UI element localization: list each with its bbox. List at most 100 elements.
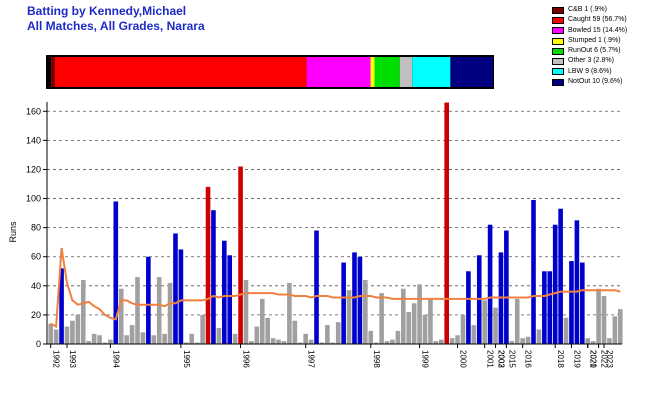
- legend-swatch: [552, 58, 564, 66]
- innings-bar: [184, 342, 189, 344]
- innings-bar: [607, 338, 612, 344]
- dismissal-segment: [450, 57, 493, 87]
- innings-bar: [205, 186, 211, 344]
- innings-bar: [417, 284, 422, 344]
- innings-bar: [596, 288, 601, 344]
- y-tick-label: 20: [31, 310, 41, 320]
- innings-bar: [102, 342, 108, 344]
- innings-bar: [221, 240, 227, 344]
- y-tick-label: 100: [26, 194, 41, 204]
- legend-label: LBW 9 (8.6%): [568, 67, 612, 75]
- innings-bar: [151, 335, 157, 344]
- dismissal-segment: [54, 57, 307, 87]
- innings-bar: [438, 339, 444, 344]
- innings-bar: [357, 256, 363, 344]
- x-tick-label: 2000: [459, 350, 468, 368]
- x-tick-label: 2022: [600, 350, 609, 368]
- legend-label: Caught 59 (56.7%): [568, 16, 627, 24]
- dismissal-summary-bar: [46, 55, 494, 89]
- innings-bar: [590, 341, 596, 344]
- y-tick-label: 160: [26, 106, 41, 116]
- innings-bar: [401, 288, 406, 344]
- legend-label: C&B 1 (.9%): [568, 6, 607, 13]
- legend-item: Caught 59 (56.7%): [552, 15, 627, 25]
- innings-bar: [580, 262, 585, 344]
- innings-bar: [297, 342, 303, 344]
- innings-bar: [547, 271, 553, 344]
- innings-bar: [406, 312, 412, 344]
- innings-bar: [48, 323, 54, 344]
- innings-bar: [303, 333, 308, 344]
- innings-bar: [281, 341, 287, 344]
- innings-bar: [509, 341, 515, 344]
- innings-bar: [585, 338, 591, 344]
- innings-bar: [146, 256, 151, 344]
- x-tick-label: 2016: [524, 350, 533, 368]
- innings-bar: [411, 303, 417, 344]
- innings-bar: [216, 328, 222, 344]
- y-tick-label: 0: [36, 339, 41, 349]
- innings-bar: [542, 271, 547, 344]
- innings-bar: [287, 282, 292, 344]
- innings-bar: [254, 326, 260, 344]
- legend-label: NotOut 10 (9.6%): [568, 78, 623, 86]
- innings-bar: [124, 335, 129, 344]
- y-tick-label: 80: [31, 223, 41, 233]
- innings-bar: [455, 335, 460, 344]
- innings-bar: [363, 280, 368, 344]
- innings-bar: [156, 277, 162, 344]
- legend-item: NotOut 10 (9.6%): [552, 77, 627, 87]
- legend-swatch: [552, 27, 564, 35]
- x-tick-label: 1998: [372, 350, 381, 368]
- y-tick-label: 40: [31, 281, 41, 291]
- innings-bar: [395, 330, 401, 344]
- innings-bar: [53, 329, 59, 344]
- legend-swatch: [552, 47, 564, 55]
- innings-bar: [341, 262, 346, 344]
- innings-bar: [189, 333, 195, 344]
- legend-swatch: [552, 6, 564, 14]
- y-tick-label: 120: [26, 164, 41, 174]
- innings-bar: [520, 338, 525, 344]
- x-tick-label: 2015: [507, 350, 516, 368]
- dismissal-segment: [399, 57, 413, 87]
- legend-swatch: [552, 37, 564, 45]
- innings-bar: [504, 230, 509, 344]
- innings-bar: [308, 339, 314, 344]
- legend-item: C&B 1 (.9%): [552, 5, 627, 15]
- legend-label: Bowled 15 (14.4%): [568, 26, 628, 34]
- innings-bar: [91, 333, 97, 344]
- innings-bar: [227, 255, 233, 344]
- dismissal-segment: [370, 57, 375, 87]
- innings-bars: [48, 102, 623, 344]
- x-tick-label: 2003: [497, 350, 506, 368]
- innings-bar: [70, 320, 75, 344]
- innings-bar: [243, 280, 249, 344]
- innings-bar: [232, 333, 238, 344]
- innings-bar: [390, 339, 395, 344]
- innings-bar: [129, 325, 135, 344]
- innings-bar: [194, 342, 200, 344]
- legend-label: Other 3 (2.8%): [568, 57, 614, 65]
- innings-bar: [379, 293, 384, 344]
- x-tick-label: 2020: [589, 350, 598, 368]
- innings-bar: [259, 298, 265, 344]
- innings-bar: [75, 314, 81, 344]
- x-tick-label: 1993: [68, 350, 77, 368]
- legend-swatch: [552, 68, 564, 76]
- legend-item: LBW 9 (8.6%): [552, 67, 627, 77]
- x-tick-label: 2018: [556, 350, 565, 368]
- innings-bar: [140, 332, 146, 344]
- innings-bar: [422, 314, 428, 344]
- y-tick-label: 140: [26, 135, 41, 145]
- innings-bar: [200, 314, 205, 344]
- innings-bar: [444, 102, 450, 344]
- innings-bar: [265, 317, 270, 344]
- innings-bar: [64, 326, 70, 344]
- innings-bar: [113, 201, 119, 344]
- x-tick-label: 2002: [497, 350, 506, 368]
- innings-bar: [292, 320, 298, 344]
- innings-bar: [270, 338, 276, 344]
- innings-bar: [482, 300, 487, 344]
